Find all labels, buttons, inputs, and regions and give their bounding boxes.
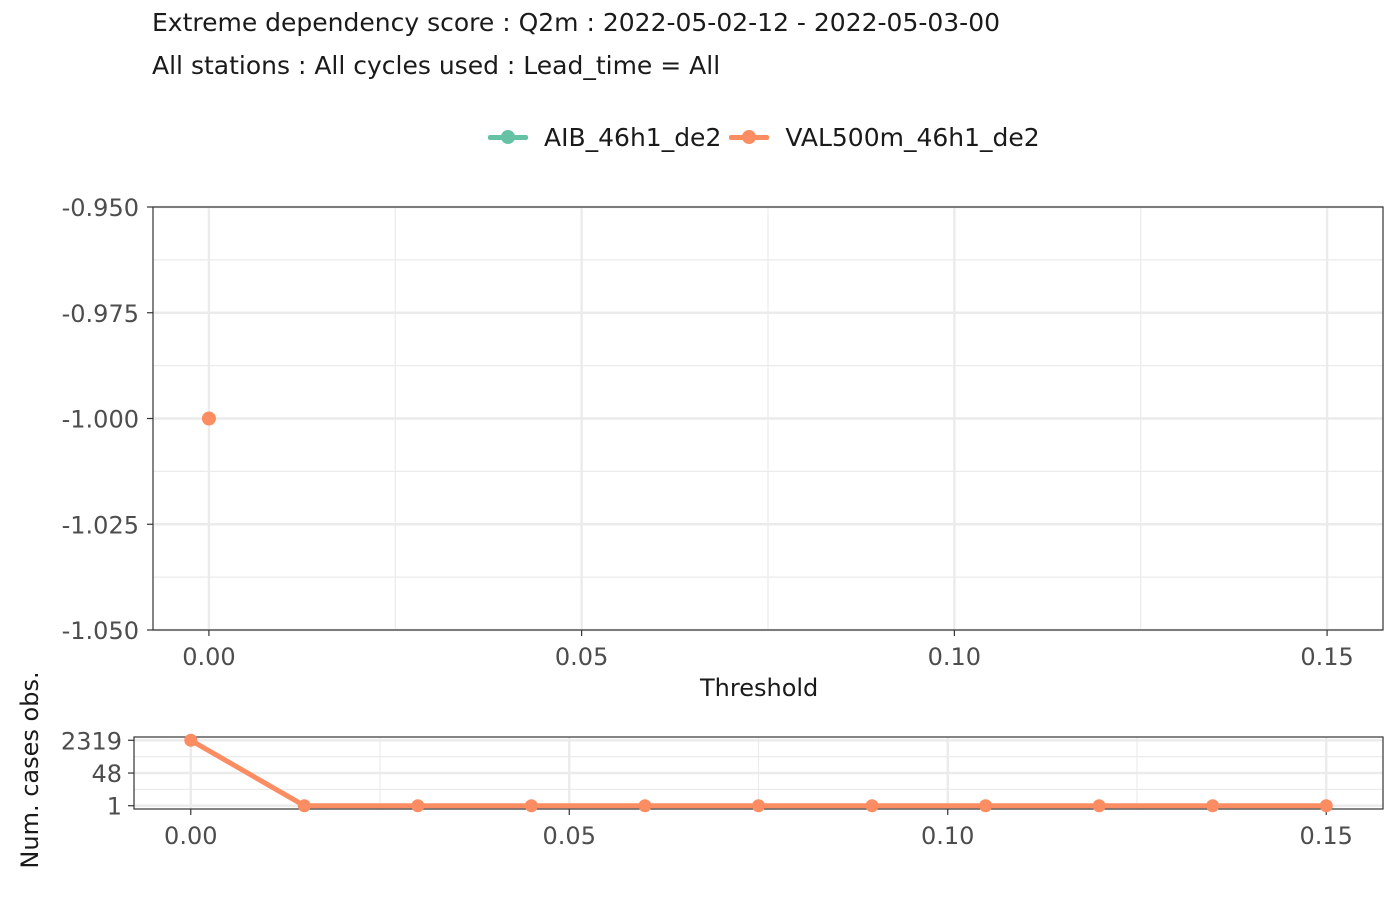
top-y-tick-label: -1.000 (62, 406, 139, 434)
top-y-tick-label: -0.975 (62, 300, 139, 328)
top-x-tick-label: 0.00 (182, 643, 235, 671)
bottom-x-tick-label: 0.00 (164, 822, 217, 850)
bottom-data-point (979, 799, 993, 813)
bottom-data-point (1319, 799, 1333, 813)
top-y-tick-label: -1.025 (62, 511, 139, 539)
lower-y-axis-title: Num. cases obs. (16, 671, 44, 869)
legend-item-val500m: VAL500m_46h1_de2 (727, 120, 1040, 154)
legend-label-aib: AIB_46h1_de2 (544, 122, 722, 152)
bottom-data-point (752, 799, 765, 813)
chart-title: Extreme dependency score : Q2m : 2022-05… (152, 8, 1001, 37)
legend: AIB_46h1_de2 VAL500m_46h1_de2 (486, 120, 1046, 154)
bottom-x-tick-label: 0.10 (921, 822, 974, 850)
legend-key-aib (486, 120, 530, 154)
bottom-data-point (524, 799, 538, 813)
bottom-x-tick-label: 0.05 (543, 822, 596, 850)
legend-dot-val500m (742, 130, 757, 144)
bottom-x-tick-label: 0.15 (1300, 822, 1353, 850)
legend-label-val500m: VAL500m_46h1_de2 (785, 122, 1040, 152)
top-x-tick-label: 0.15 (1300, 643, 1353, 671)
top-x-tick-label: 0.10 (928, 643, 981, 671)
bottom-y-tick-label: 1 (107, 793, 122, 821)
bottom-y-tick-label: 2319 (61, 727, 122, 755)
chart-subtitle: All stations : All cycles used : Lead_ti… (152, 51, 721, 80)
top-x-tick-label: 0.05 (555, 643, 608, 671)
bottom-data-point (638, 799, 652, 813)
bottom-panel: 1 48 2319 0.00 0.05 0.10 0.15 (61, 727, 1384, 850)
bottom-data-point (1092, 799, 1106, 813)
legend-item-aib: AIB_46h1_de2 (486, 120, 721, 154)
bottom-data-point (865, 799, 879, 813)
top-y-tick-label: -1.050 (62, 617, 139, 645)
x-axis-title: Threshold (700, 674, 819, 702)
legend-key-val500m (727, 120, 771, 154)
top-y-tick-label: -0.950 (62, 194, 139, 222)
bottom-y-tick-label: 48 (91, 760, 122, 788)
bottom-data-point (297, 799, 311, 813)
bottom-data-point (1206, 799, 1220, 813)
top-data-point (201, 411, 216, 426)
bottom-data-point (184, 733, 198, 747)
legend-dot-aib (501, 130, 515, 144)
bottom-data-point (411, 799, 425, 813)
top-panel: -0.950 -0.975 -1.000 -1.025 -1.050 0.00 0.05 0.… (62, 194, 1384, 671)
